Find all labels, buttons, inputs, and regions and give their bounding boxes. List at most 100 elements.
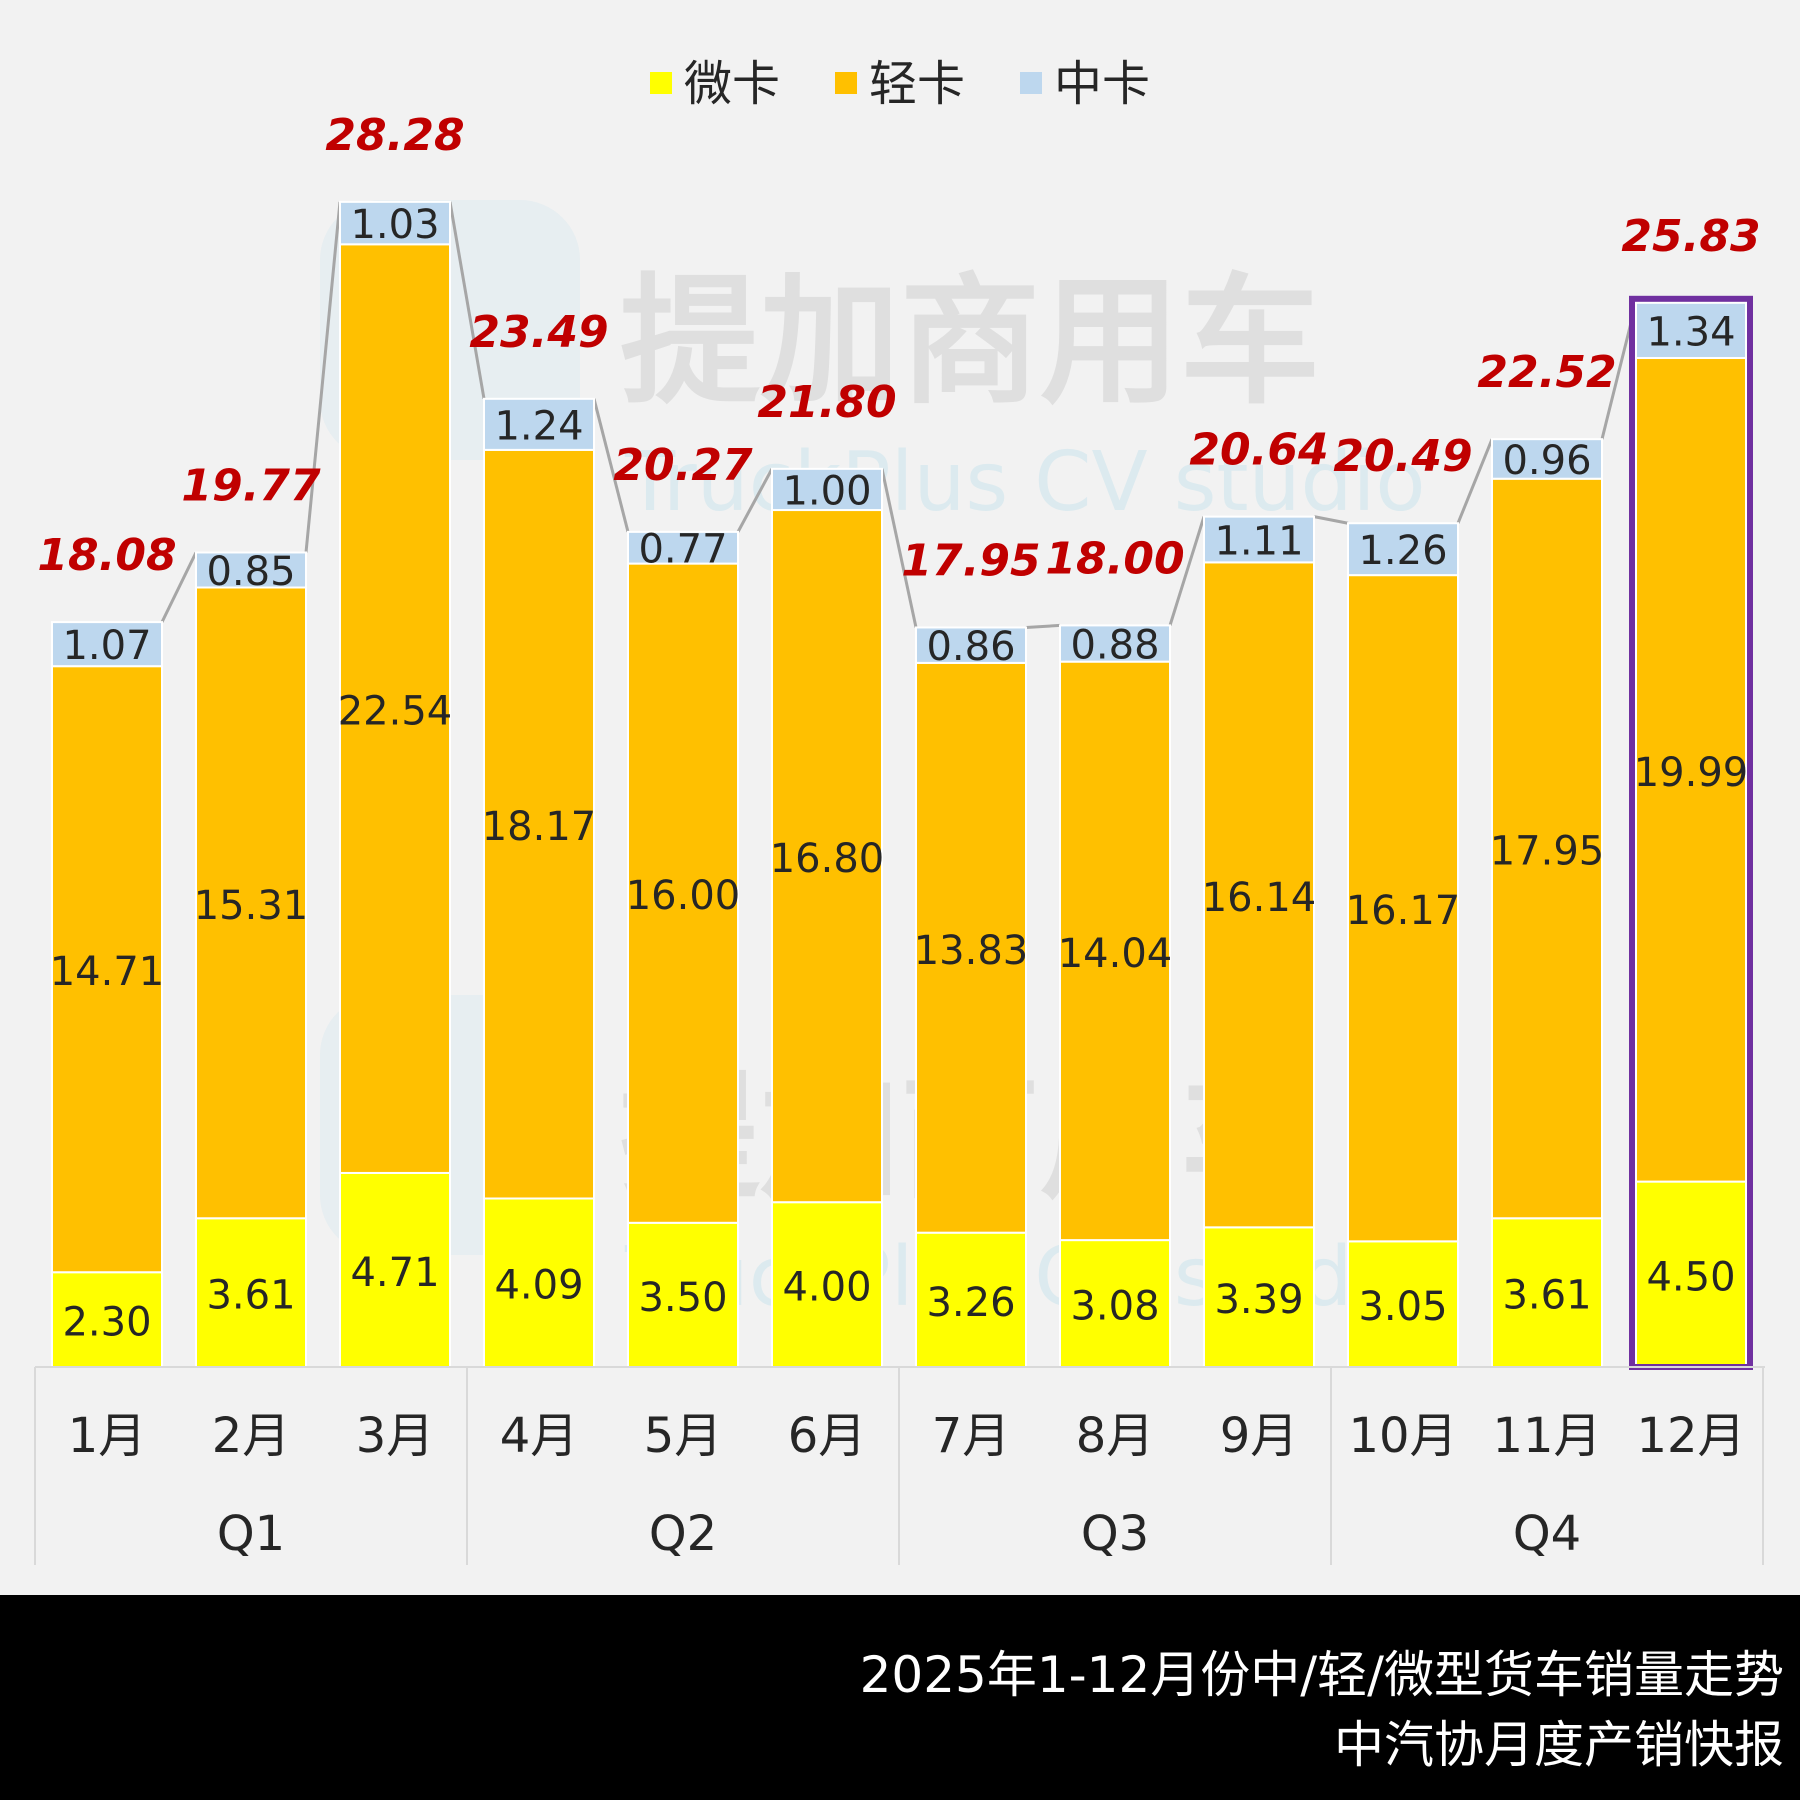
legend-item: 轻卡 [835,56,965,112]
data-label: 3.08 [1070,1284,1159,1330]
data-label: 1.03 [350,202,439,248]
data-label: 1.34 [1646,309,1735,355]
data-label: 14.71 [50,949,165,995]
data-label: 1.26 [1358,528,1447,574]
bar-segment-中卡 [1635,301,1747,360]
x-tick-label: 9月 [1220,1408,1299,1464]
data-label: 14.04 [1058,931,1173,977]
data-label: 1.00 [782,468,871,514]
bar-segment-微卡 [483,1197,595,1368]
footer-source: 中汽协月度产销快报 [1334,1716,1784,1774]
bar-segment-微卡 [195,1217,307,1368]
bar-segment-中卡 [483,397,595,451]
connector-line [160,551,198,623]
data-label: 3.61 [1502,1273,1591,1319]
data-label: 4.00 [782,1265,871,1311]
legend-swatch [835,72,857,94]
x-tick-label: 8月 [1076,1408,1155,1464]
total-label: 19.77 [181,460,321,511]
group-label: Q2 [649,1506,717,1562]
connector-line [880,468,918,628]
total-label: 22.52 [1477,347,1616,398]
group-label: Q3 [1081,1506,1149,1562]
bar-segment-中卡 [627,530,739,565]
total-label: 20.64 [1189,425,1328,476]
data-label: 16.80 [770,836,885,882]
data-label: 2.30 [62,1300,151,1346]
data-label: 3.26 [926,1280,1015,1326]
x-tick-label: 2月 [212,1408,291,1464]
data-label: 0.77 [638,527,727,573]
total-label: 18.00 [1045,533,1184,584]
total-label: 23.49 [469,307,608,358]
bar-segment-微卡 [1491,1217,1603,1368]
legend-item: 微卡 [650,56,780,112]
data-label: 15.31 [194,883,309,929]
total-label: 28.28 [325,110,464,161]
x-tick-label: 1月 [68,1408,147,1464]
group-label: Q4 [1513,1506,1581,1562]
data-label: 3.39 [1214,1277,1303,1323]
bar-segment-中卡 [1491,438,1603,480]
x-tick-label: 7月 [932,1408,1011,1464]
bars-layer [51,200,1753,1371]
data-label: 0.85 [206,549,295,595]
legend: 微卡 轻卡 中卡 [650,56,1150,112]
bar-segment-轻卡 [771,509,883,1204]
labels-layer: 2.30 14.71 1.07 18.08 1月 3.61 15.31 0.85 19.77 2月… [37,110,1760,1464]
bar-segment-中卡 [51,621,163,668]
bar-segment-中卡 [771,467,883,512]
data-label: 3.05 [1358,1284,1447,1330]
data-label: 0.86 [926,624,1015,670]
data-label: 0.88 [1070,623,1159,669]
bar-segment-轻卡 [339,243,451,1174]
data-label: 19.99 [1634,750,1749,796]
connector-line [448,201,486,400]
data-label: 16.14 [1202,875,1317,921]
bar-segment-轻卡 [483,448,595,1200]
data-label: 16.17 [1346,888,1461,934]
connector-line [592,398,630,533]
data-label: 1.07 [62,623,151,669]
legend-label: 轻卡 [869,56,965,112]
bar-segment-微卡 [627,1221,739,1369]
data-label: 4.50 [1646,1254,1735,1300]
bar-segment-中卡 [1059,624,1171,663]
connector-line [1025,623,1061,629]
bar-segment-微卡 [1203,1226,1315,1369]
legend-swatch [1020,72,1042,94]
x-tick-label: 5月 [644,1408,723,1464]
bar-segment-轻卡 [51,665,163,1274]
bar-segment-轻卡 [1059,660,1171,1242]
connector-line [1168,516,1206,626]
data-label: 0.96 [1502,438,1591,484]
x-tick-label: 10月 [1348,1408,1457,1464]
data-label: 1.11 [1214,518,1303,564]
footer-banner: 2025年1-12月份中/轻/微型货车销量走势 中汽协月度产销快报 [0,1595,1800,1800]
legend-swatch [650,72,672,94]
footer-title: 2025年1-12月份中/轻/微型货车销量走势 [859,1646,1784,1704]
x-tick-label: 11月 [1492,1408,1601,1464]
bar-segment-中卡 [339,200,451,246]
bar-segment-轻卡 [1347,574,1459,1243]
x-tick-label: 12月 [1636,1408,1745,1464]
total-label: 20.49 [1333,431,1472,482]
total-label: 25.83 [1621,211,1760,262]
bar-segment-轻卡 [627,562,739,1224]
x-tick-label: 6月 [788,1408,867,1464]
connector-line [1313,515,1349,525]
total-label: 20.27 [613,440,753,491]
x-tick-label: 3月 [356,1408,435,1464]
watermark-sub: TruckPlus CV studio [624,435,1426,530]
data-label: 16.00 [626,873,741,919]
data-label: 13.83 [914,928,1029,974]
total-label: 18.08 [37,530,176,581]
data-label: 18.17 [482,804,597,850]
x-axis: Q1 Q2 Q3 Q4 [34,1366,1765,1565]
bar-segment-微卡 [771,1201,883,1368]
total-label: 21.80 [757,377,896,428]
bar-segment-轻卡 [915,661,1027,1234]
bar-segment-微卡 [1635,1180,1747,1368]
